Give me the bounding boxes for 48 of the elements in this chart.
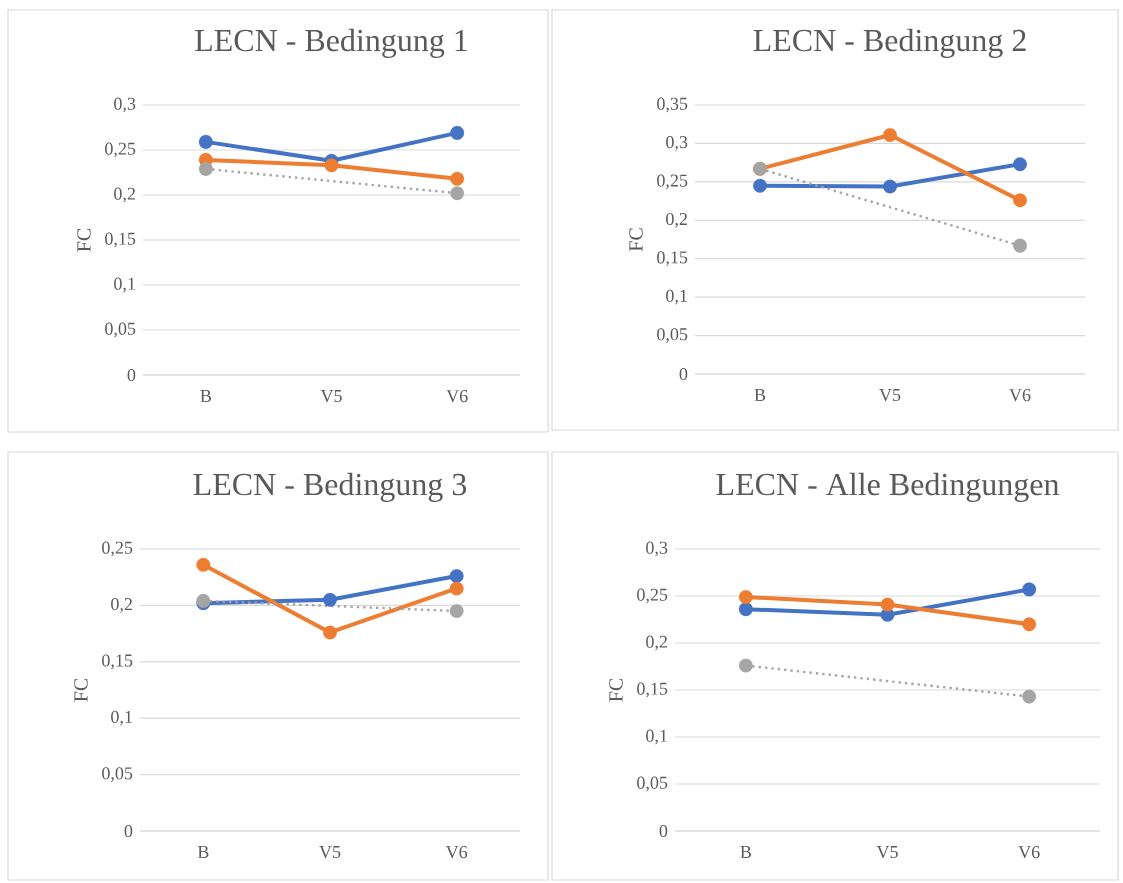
x-tick-label: B	[740, 846, 751, 858]
x-tick-label: V6	[446, 390, 468, 403]
y-tick-label: 0,25	[637, 588, 668, 604]
x-tick-label: V5	[319, 846, 341, 859]
y-tick-label: 0,25	[105, 142, 136, 158]
chart-title: LECN - Bedingung 3	[193, 472, 467, 502]
y-tick-label: 0,15	[105, 232, 136, 248]
x-tick-label: V6	[1018, 846, 1040, 859]
y-tick-label: 0,3	[666, 136, 688, 151]
y-axis-title: FC	[74, 678, 88, 702]
chart-title: LECN - Bedingung 1	[195, 28, 467, 58]
y-tick-label: 0	[124, 824, 133, 838]
y-tick-label: 0,25	[102, 541, 133, 557]
y-axis-title: FC	[77, 228, 91, 252]
y-tick-label: 0,1	[114, 277, 135, 293]
y-tick-label: 0	[659, 824, 668, 838]
x-tick-label: B	[754, 389, 766, 401]
y-tick-label: 0,2	[111, 598, 132, 613]
x-tick-label: V5	[320, 390, 342, 403]
chart-title: LECN - Bedingung 2	[753, 28, 1026, 58]
y-tick-label: 0,15	[657, 251, 688, 267]
x-tick-label: B	[197, 846, 209, 858]
x-tick-label: V5	[876, 846, 898, 859]
y-tick-label: 0	[127, 368, 136, 382]
x-tick-label: V6	[445, 846, 468, 859]
y-tick-label: 0,2	[646, 635, 667, 651]
y-axis-title: FC	[609, 678, 623, 702]
x-tick-label: B	[200, 390, 211, 402]
x-tick-label: V6	[1009, 389, 1031, 402]
y-tick-label: 0,3	[646, 541, 668, 557]
y-tick-label: 0,05	[637, 776, 668, 792]
y-tick-label: 0,3	[114, 97, 136, 113]
y-tick-label: 0,1	[666, 289, 687, 305]
x-tick-label: V5	[879, 389, 901, 402]
y-tick-label: 0,1	[646, 729, 667, 745]
y-tick-label: 0,35	[657, 97, 688, 113]
y-tick-label: 0,05	[105, 322, 136, 338]
chart-title: LECN - Alle Bedingungen	[716, 472, 1060, 502]
y-tick-label: 0,05	[102, 767, 133, 782]
y-tick-label: 0	[679, 367, 688, 381]
y-tick-label: 0,2	[666, 212, 687, 228]
y-tick-label: 0,05	[657, 328, 688, 343]
y-tick-label: 0,15	[102, 654, 133, 670]
y-tick-label: 0,15	[637, 682, 668, 698]
y-tick-label: 0,25	[657, 174, 688, 190]
y-axis-title: FC	[629, 228, 643, 252]
y-tick-label: 0,2	[114, 187, 135, 203]
y-tick-label: 0,1	[111, 710, 132, 726]
